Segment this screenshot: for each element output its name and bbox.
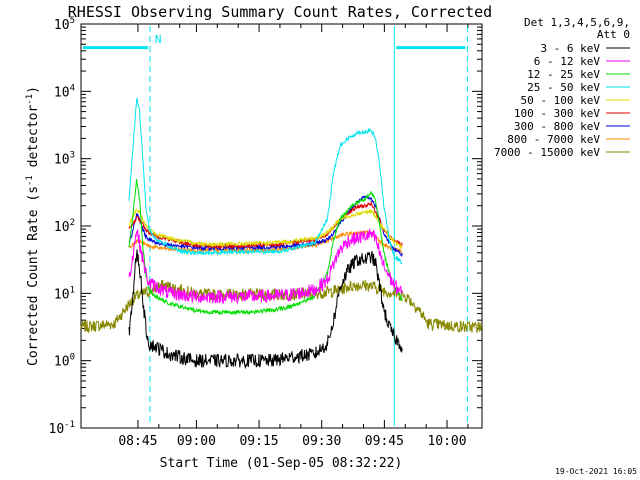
y-tick-label-base: 10 xyxy=(54,18,70,33)
x-tick-label: 09:30 xyxy=(302,434,341,449)
series-line xyxy=(128,96,403,265)
y-tick-label-base: 10 xyxy=(54,355,70,370)
x-tick-label: 08:45 xyxy=(118,434,157,449)
y-tick-label: 100 xyxy=(54,353,75,370)
y-tick-label-base: 10 xyxy=(54,287,70,302)
y-axis-label-main: Corrected Count Rate (s xyxy=(26,186,41,366)
x-axis-label: Start Time (01-Sep-05 08:32:22) xyxy=(160,456,403,471)
y-tick-label-exp: 1 xyxy=(70,285,75,295)
generation-timestamp: 19-Oct-2021 16:05 xyxy=(555,467,637,476)
y-tick-label-exp: -1 xyxy=(64,420,75,430)
y-axis-label-sup2: -1 xyxy=(25,94,35,105)
chart-title: RHESSI Observing Summary Count Rates, Co… xyxy=(68,3,492,21)
x-tick-label: 10:00 xyxy=(427,434,466,449)
x-tick-label: 09:15 xyxy=(239,434,278,449)
y-tick-label: 101 xyxy=(54,285,75,302)
y-axis-label-sup1: -1 xyxy=(25,175,35,186)
y-tick-label-base: 10 xyxy=(54,85,70,100)
series-line xyxy=(128,249,403,370)
y-axis-label-mid: detector xyxy=(26,105,41,176)
legend-entry-label: 7000 - 15000 keV xyxy=(494,146,600,159)
y-tick-label: 104 xyxy=(54,83,75,100)
legend-entry-label: 100 - 300 keV xyxy=(514,107,600,120)
y-tick-label: 103 xyxy=(54,151,75,168)
series-line xyxy=(128,208,403,249)
legend-entry-label: 800 - 7000 keV xyxy=(507,133,600,146)
legend-entry-label: 50 - 100 keV xyxy=(521,94,601,107)
y-tick-label-base: 10 xyxy=(54,153,70,168)
y-tick-label-exp: 5 xyxy=(70,16,75,26)
y-tick-label: 102 xyxy=(54,218,75,235)
time-markers: N xyxy=(83,26,468,426)
y-tick-label-base: 10 xyxy=(49,422,65,437)
legend-header-line-2: Att 0 xyxy=(597,28,630,41)
y-tick-label-exp: 4 xyxy=(70,83,75,93)
legend-entry-label: 6 - 12 keV xyxy=(534,55,601,68)
series-line xyxy=(128,228,403,305)
x-axis: 08:45 09:00 09:15 09:30 09:45 10:00 xyxy=(118,24,469,449)
x-tick-label: 09:45 xyxy=(365,434,404,449)
legend-entry-label: 12 - 25 keV xyxy=(527,68,600,81)
y-tick-label: 105 xyxy=(54,16,75,33)
legend-entry-label: 3 - 6 keV xyxy=(540,42,600,55)
y-tick-label-exp: 2 xyxy=(70,218,75,228)
y-tick-label-base: 10 xyxy=(54,220,70,235)
legend-entry-label: 25 - 50 keV xyxy=(527,81,600,94)
y-tick-label-exp: 0 xyxy=(70,353,75,363)
y-axis-label: Corrected Count Rate (s-1 detector-1) xyxy=(25,86,41,366)
y-axis-label-end: ) xyxy=(26,86,41,94)
y-tick-label-exp: 3 xyxy=(70,151,75,161)
series-line xyxy=(128,194,403,258)
legend-entry-label: 300 - 800 keV xyxy=(514,120,600,133)
legend-header-line-1: Det 1,3,4,5,6,9, xyxy=(524,16,630,29)
y-tick-label: 10-1 xyxy=(49,420,76,437)
x-tick-label: 09:00 xyxy=(177,434,216,449)
series-line xyxy=(128,201,403,250)
time-marker-label: N xyxy=(155,33,162,46)
series-lines xyxy=(80,96,482,370)
series-line xyxy=(128,178,403,316)
series-line xyxy=(80,279,482,334)
